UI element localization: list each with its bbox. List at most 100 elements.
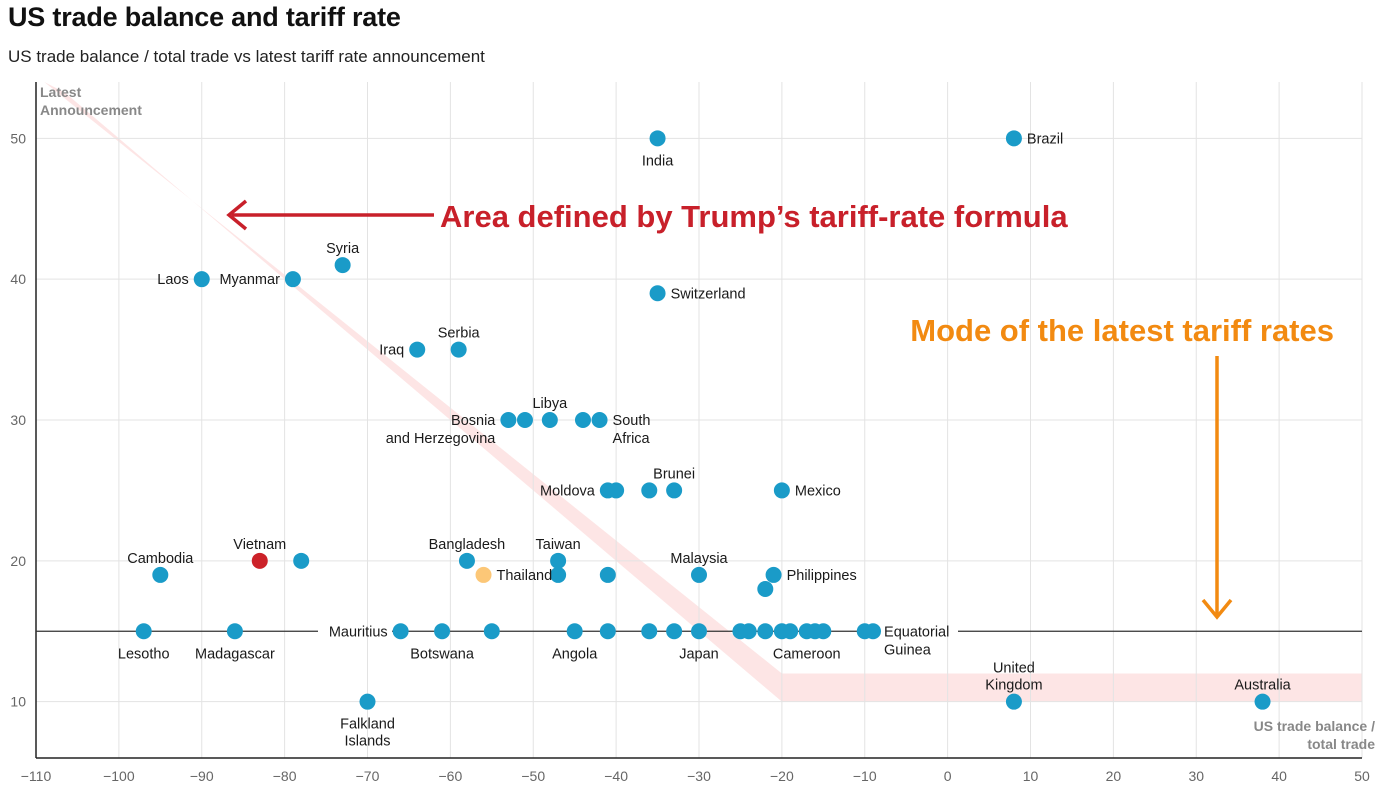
data-point [392,623,409,640]
data-point [691,566,707,583]
annotation-formula-area: Area defined by Trump’s tariff-rate form… [440,199,1068,234]
data-point [458,552,475,569]
chart-subtitle: US trade balance / total trade vs latest… [8,47,485,66]
x-tick-label: 20 [1106,768,1122,784]
x-tick-label: −50 [521,768,545,784]
x-tick-label: −100 [103,768,135,784]
annotation-layer: Area defined by Trump’s tariff-rate form… [226,199,1334,620]
data-point [765,566,782,583]
point-label-myanmar: Myanmar [219,272,280,288]
data-point [135,623,152,640]
data-point [1005,693,1022,710]
x-tick-label: −110 [21,768,52,784]
annotation-mode: Mode of the latest tariff rates [910,313,1334,348]
x-tick-label: −70 [356,768,380,784]
data-point [550,566,567,583]
x-axis-label: US trade balance / [1254,718,1375,734]
y-tick-label: 20 [10,553,26,569]
point-label-taiwan: Taiwan [536,537,581,553]
y-tick-label: 50 [10,130,26,146]
data-point [574,412,591,428]
data-point [475,566,492,583]
point-label-madagascar: Madagascar [195,646,275,662]
y-axis-label: Latest [40,84,82,100]
point-label-thailand: Thailand [497,568,553,584]
point-label-australia: Australia [1234,678,1291,694]
data-point [516,412,533,428]
point-label-cameroon: Cameroon [773,646,841,662]
y-tick-label: 30 [10,412,26,428]
data-point [500,412,517,428]
data-point [541,412,558,428]
x-tick-label: −30 [687,768,711,784]
point-label-laos: Laos [157,272,188,288]
point-label-moldova: Moldova [540,483,596,499]
point-label-switzerland: Switzerland [671,286,746,302]
point-label-botswana: Botswana [410,646,475,662]
data-point [757,623,774,640]
point-label-bangladesh: Bangladesh [429,537,506,553]
point-label-united-kingdom: Kingdom [985,678,1042,694]
data-point [359,693,376,710]
point-label-falkland-islands: Falkland [340,717,395,733]
point-label-brunei: Brunei [653,466,695,482]
point-label-japan: Japan [679,646,719,662]
x-tick-label: −20 [770,768,794,784]
point-label-equatorial-guinea: Equatorial [884,624,949,640]
chart-title: US trade balance and tariff rate [8,2,401,32]
data-point [740,623,757,640]
point-label-philippines: Philippines [787,568,857,584]
point-label-cambodia: Cambodia [127,551,194,567]
x-tick-label: −60 [439,768,463,784]
data-point [773,482,790,499]
x-tick-label: 40 [1271,768,1287,784]
formula-band-layer [44,82,1363,702]
point-label-falkland-islands: Islands [345,734,391,750]
annotation-arrowhead [226,199,248,231]
data-point [782,623,799,640]
point-labels-layer: India Brazil Syria Laos Myanmar Switzerland Ir… [118,131,1292,749]
point-label-syria: Syria [326,241,360,257]
x-tick-label: 0 [944,768,952,784]
data-point [591,412,608,428]
x-tick-label: 50 [1354,768,1370,784]
point-label-equatorial-guinea: Guinea [884,642,932,658]
point-label-bosnia-and-herzegovina: and Herzegovina [386,431,497,447]
point-label-india: India [642,153,674,169]
data-point [434,623,451,640]
data-point [550,552,567,569]
data-point [865,623,882,640]
data-point [666,482,683,499]
data-point [483,623,500,640]
point-label-lesotho: Lesotho [118,646,170,662]
x-tick-label: −90 [190,768,214,784]
data-point [193,271,210,288]
point-label-serbia: Serbia [438,326,481,342]
data-point [649,130,666,147]
data-point [815,623,832,640]
data-point [152,566,169,583]
point-label-mexico: Mexico [795,483,841,499]
data-point [691,623,707,640]
point-label-vietnam: Vietnam [233,537,286,553]
point-label-bosnia-and-herzegovina: Bosnia [451,413,496,429]
data-point [251,552,268,569]
x-tick-label: 30 [1188,768,1204,784]
points-layer [135,130,1271,710]
data-point [226,623,243,640]
point-label-south-africa: South [613,413,651,429]
point-label-south-africa: Africa [613,431,651,447]
x-tick-label: −10 [853,768,877,784]
data-point [566,623,583,640]
x-axis-label: total trade [1307,736,1375,752]
data-point [757,581,774,597]
y-tick-label: 10 [10,694,26,710]
data-point [450,341,467,358]
x-tick-label: −40 [604,768,628,784]
point-label-malaysia: Malaysia [670,551,728,567]
point-label-united-kingdom: United [993,661,1035,677]
point-label-libya: Libya [532,396,568,412]
y-tick-label: 40 [10,271,26,287]
point-label-brazil: Brazil [1027,131,1063,147]
